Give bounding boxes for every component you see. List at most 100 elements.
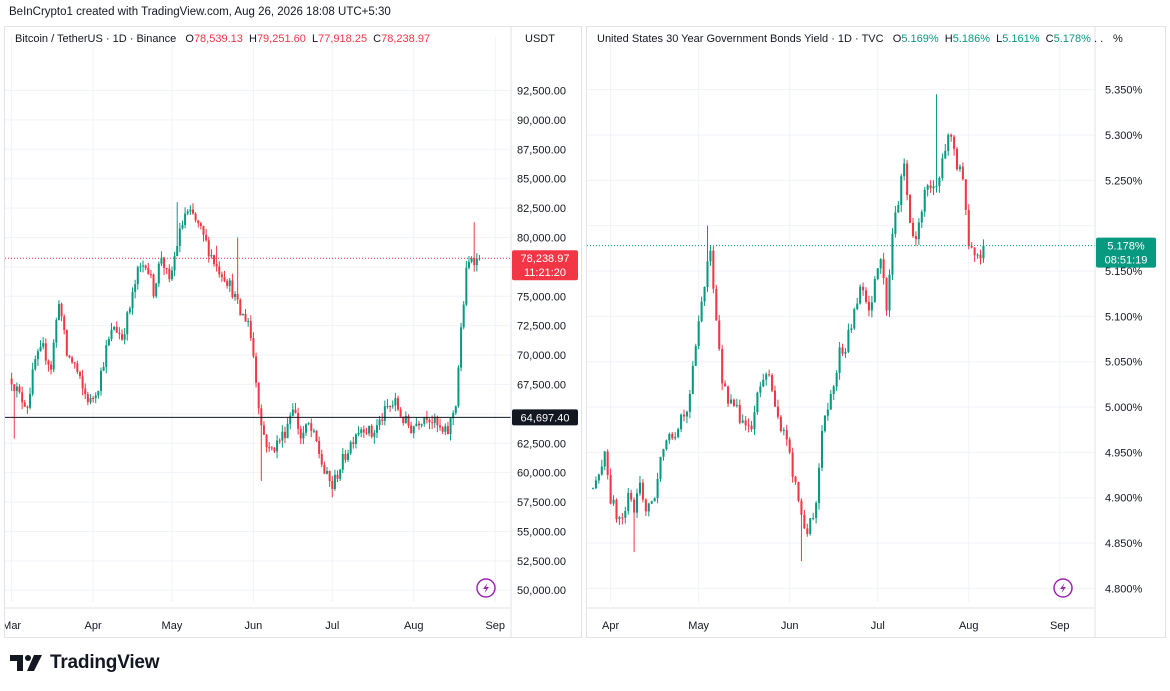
candle-body <box>42 343 45 347</box>
bitcoin-symbol[interactable]: Bitcoin / TetherUS · 1D · Binance <box>15 33 177 45</box>
y-tick-label: 70,000.00 <box>517 350 566 362</box>
candle-body <box>84 388 87 395</box>
candle-body <box>223 277 226 281</box>
candle-body <box>706 261 709 287</box>
candle-body <box>354 434 357 444</box>
candle-body <box>386 405 389 407</box>
candle-body <box>665 440 668 450</box>
candle-body <box>115 326 118 333</box>
x-tick-label: Apr <box>602 620 619 632</box>
candle-body <box>15 386 18 392</box>
candle-body <box>729 399 733 404</box>
candle-body <box>659 456 662 479</box>
candle-body <box>418 423 421 426</box>
candle-body <box>864 290 868 302</box>
candle-body <box>139 266 142 268</box>
candle-body <box>724 383 727 387</box>
candle-body <box>333 474 336 490</box>
candle-body <box>779 416 782 431</box>
candle-body <box>794 476 797 483</box>
bond-percent-unit[interactable]: % <box>1113 33 1123 45</box>
candle-body <box>199 223 202 227</box>
candle-body <box>18 386 21 393</box>
lightning-icon[interactable] <box>1053 578 1073 598</box>
candle-body <box>441 427 444 432</box>
candle-body <box>876 268 879 280</box>
candle-body <box>423 417 426 424</box>
candle-body <box>281 431 284 441</box>
candle-body <box>926 185 929 190</box>
bond-yield-chart-panel[interactable]: United States 30 Year Government Bonds Y… <box>586 26 1166 638</box>
candle-body <box>339 469 342 479</box>
candle-body <box>431 422 434 424</box>
bitcoin-last-price-box <box>512 250 578 281</box>
candle-body <box>656 478 659 499</box>
candle-body <box>475 258 478 266</box>
x-tick-label: May <box>688 620 709 632</box>
bitcoin-countdown-label: 11:21:20 <box>524 267 566 279</box>
candle-body <box>446 426 449 435</box>
bitcoin-chart-panel[interactable]: Bitcoin / TetherUS · 1D · Binance O78,53… <box>4 26 582 638</box>
candle-body <box>835 372 838 387</box>
candle-body <box>776 406 779 417</box>
candle-body <box>218 266 221 275</box>
lightning-icon[interactable] <box>476 578 496 598</box>
candle-body <box>470 258 473 262</box>
y-tick-label: 5.050% <box>1105 357 1143 369</box>
candle-body <box>60 303 63 317</box>
bitcoin-currency-unit[interactable]: USDT <box>525 33 555 45</box>
candle-body <box>444 426 447 432</box>
candle-body <box>283 431 286 439</box>
candle-body <box>215 264 218 267</box>
candle-body <box>191 209 194 214</box>
candle-body <box>370 425 373 437</box>
candle-body <box>633 499 636 513</box>
candle-body <box>597 474 600 481</box>
bond-chart-canvas[interactable]: 4.800% 4.850% 4.900% 4.950% 5.000% 5.050% 5.10… <box>587 27 1166 638</box>
candle-body <box>89 398 92 403</box>
candle-body <box>365 432 368 434</box>
candle-body <box>615 499 618 520</box>
tradingview-logo[interactable]: TradingView <box>10 652 160 674</box>
candle-body <box>257 382 260 409</box>
candle-body <box>653 498 656 502</box>
bitcoin-chart-canvas[interactable]: 50,000.00 52,500.00 55,000.00 57,500.00 60,0… <box>5 27 582 638</box>
y-tick-label: 57,500.00 <box>517 497 566 509</box>
bond-symbol[interactable]: United States 30 Year Government Bonds Y… <box>597 33 884 45</box>
candle-body <box>134 284 137 292</box>
y-tick-label: 87,500.00 <box>517 144 566 156</box>
candle-body <box>741 420 744 423</box>
candle-body <box>336 474 339 479</box>
candle-body <box>782 429 785 431</box>
candle-body <box>152 274 155 297</box>
candle-body <box>929 185 932 189</box>
candle-body <box>454 406 457 413</box>
candle-body <box>674 437 677 439</box>
candle-body <box>750 425 753 430</box>
bitcoin-horizontal-line-label: 64,697.40 <box>521 412 570 424</box>
candle-body <box>425 417 428 420</box>
candle-body <box>142 265 145 267</box>
candle-body <box>205 234 208 241</box>
candle-body <box>785 429 788 440</box>
candle-body <box>168 268 171 280</box>
bitcoin-low: 77,918.25 <box>318 33 368 45</box>
candle-body <box>315 430 318 442</box>
candle-body <box>173 256 176 271</box>
candle-body <box>210 255 213 257</box>
candle-body <box>323 464 326 474</box>
candle-body <box>29 394 32 408</box>
candle-body <box>144 265 147 269</box>
candle-body <box>820 431 824 468</box>
candle-body <box>773 390 777 407</box>
y-tick-label: 85,000.00 <box>517 174 566 186</box>
candle-body <box>378 419 381 426</box>
candle-body <box>759 386 762 393</box>
candle-body <box>891 233 894 275</box>
candle-body <box>357 432 360 435</box>
candle-body <box>320 454 323 465</box>
y-tick-label: 62,500.00 <box>517 438 566 450</box>
candle-body <box>128 308 131 313</box>
candle-body <box>600 466 603 475</box>
candle-body <box>318 441 321 454</box>
